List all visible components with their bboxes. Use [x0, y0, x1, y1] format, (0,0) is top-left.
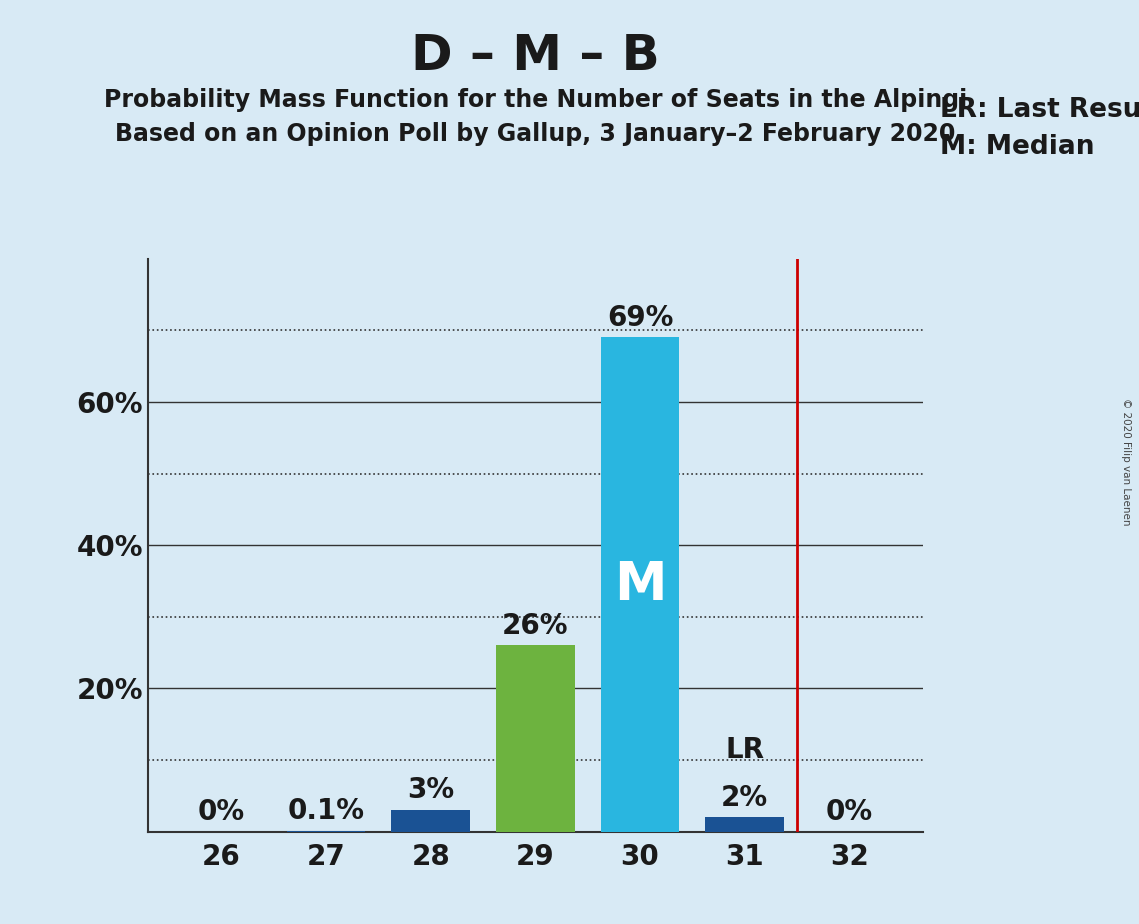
- Bar: [600, 337, 679, 832]
- Text: M: Median: M: Median: [940, 134, 1095, 160]
- Text: © 2020 Filip van Laenen: © 2020 Filip van Laenen: [1121, 398, 1131, 526]
- Bar: [705, 817, 784, 832]
- Bar: [497, 645, 574, 832]
- Text: LR: LR: [726, 736, 764, 763]
- Text: 0%: 0%: [826, 797, 872, 826]
- Text: Probability Mass Function for the Number of Seats in the Alpingi: Probability Mass Function for the Number…: [104, 88, 967, 112]
- Text: M: M: [614, 558, 666, 611]
- Text: 0%: 0%: [198, 797, 245, 826]
- Text: D – M – B: D – M – B: [411, 32, 659, 80]
- Text: LR: Last Result: LR: Last Result: [940, 97, 1139, 123]
- Text: 2%: 2%: [721, 784, 768, 811]
- Text: 26%: 26%: [502, 612, 568, 639]
- Bar: [392, 810, 470, 832]
- Text: Based on an Opinion Poll by Gallup, 3 January–2 February 2020: Based on an Opinion Poll by Gallup, 3 Ja…: [115, 122, 956, 146]
- Text: 69%: 69%: [607, 304, 673, 332]
- Text: 3%: 3%: [407, 776, 454, 805]
- Text: 0.1%: 0.1%: [287, 797, 364, 825]
